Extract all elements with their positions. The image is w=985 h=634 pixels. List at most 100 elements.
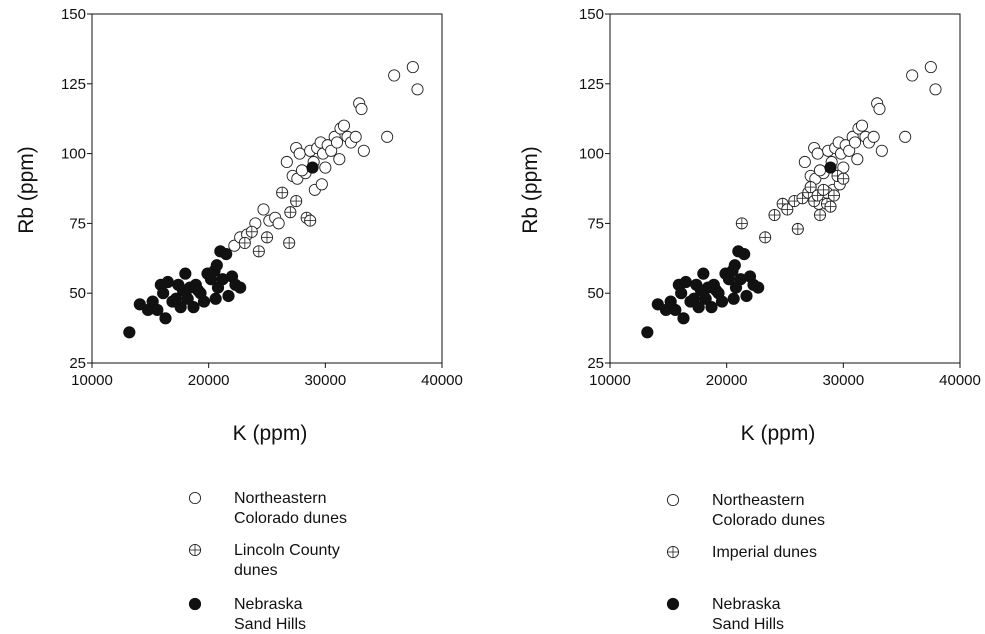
x-tick-label: 30000 xyxy=(822,372,864,389)
y-axis-label: Rb (ppm) xyxy=(15,146,38,234)
marker-ring xyxy=(337,119,351,132)
y-tick-label: 150 xyxy=(61,6,86,23)
data-point xyxy=(306,161,319,174)
y-tick-label: 25 xyxy=(587,355,604,372)
y-tick-label: 125 xyxy=(579,76,604,93)
x-tick-label: 20000 xyxy=(188,372,230,389)
legend-label: dunes xyxy=(234,562,278,579)
data-point xyxy=(791,222,804,236)
data-point xyxy=(411,83,424,96)
data-point xyxy=(837,172,850,185)
data-point xyxy=(899,130,912,143)
legend-marker xyxy=(188,491,202,505)
marker-ring xyxy=(330,136,344,149)
marker-ring xyxy=(355,102,368,115)
marker-dot xyxy=(752,281,765,294)
data-point xyxy=(238,236,251,249)
marker-ring xyxy=(851,153,864,166)
marker-ring xyxy=(272,217,285,230)
marker-dot xyxy=(669,303,682,317)
data-point xyxy=(824,200,837,213)
legend-marker xyxy=(666,493,680,507)
data-point xyxy=(738,248,751,261)
data-point xyxy=(315,178,328,191)
data-point xyxy=(157,287,170,300)
x-axis-label: K (ppm) xyxy=(741,422,816,445)
marker-ring xyxy=(257,203,270,216)
legend-label: Colorado dunes xyxy=(234,510,347,527)
legend-label: Sand Hills xyxy=(234,616,306,633)
data-point xyxy=(855,119,869,132)
marker-dot xyxy=(675,287,688,300)
data-point xyxy=(798,155,811,169)
legend: Northeastern Colorado dunes Lincoln County… xyxy=(188,490,347,633)
data-point xyxy=(222,289,235,303)
y-tick-label: 100 xyxy=(61,146,86,163)
y-tick-label: 50 xyxy=(587,285,604,302)
marker-dot xyxy=(692,301,705,314)
marker-ring xyxy=(855,119,869,132)
data-point xyxy=(781,203,794,216)
data-point xyxy=(260,231,274,244)
data-point xyxy=(159,312,172,325)
data-point xyxy=(252,245,265,258)
data-point xyxy=(179,267,192,280)
data-point xyxy=(357,144,370,157)
x-tick-label: 40000 xyxy=(939,372,981,389)
data-point xyxy=(295,164,309,177)
marker-ring xyxy=(811,147,824,160)
scatter-panel-1: 25 50 75 100 125 150 10000 20000 30000 40000 K (pp… xyxy=(15,6,463,633)
marker-ring xyxy=(813,164,827,177)
legend-marker xyxy=(188,597,202,611)
data-point xyxy=(197,295,211,308)
data-point xyxy=(234,281,247,294)
y-tick-label: 100 xyxy=(579,146,604,163)
y-tick-label: 150 xyxy=(579,6,604,23)
data-point xyxy=(388,69,401,82)
marker-ring xyxy=(411,83,424,96)
legend-label: Sand Hills xyxy=(712,616,784,633)
data-point xyxy=(843,144,856,157)
marker-ring xyxy=(666,493,680,507)
data-point xyxy=(276,186,289,199)
data-point xyxy=(875,144,888,157)
data-point xyxy=(123,326,136,339)
y-axis-label: Rb (ppm) xyxy=(519,146,542,234)
data-point xyxy=(752,281,765,294)
marker-dot xyxy=(679,275,692,289)
marker-ring xyxy=(349,130,362,143)
legend-label: Nebraska xyxy=(712,596,781,613)
marker-ring xyxy=(388,69,401,82)
data-point xyxy=(220,248,233,261)
data-point xyxy=(349,130,362,143)
data-point xyxy=(740,289,753,303)
marker-dot xyxy=(740,289,753,303)
marker-ring xyxy=(188,491,202,505)
legend-label: Lincoln County xyxy=(234,542,340,559)
marker-ring xyxy=(843,144,856,157)
marker-ring xyxy=(319,161,332,174)
data-point xyxy=(873,102,886,115)
data-point xyxy=(151,303,164,317)
marker-dot xyxy=(220,248,233,261)
marker-ring xyxy=(325,144,338,157)
marker-ring xyxy=(295,164,309,177)
data-point xyxy=(290,195,303,208)
x-tick-label: 40000 xyxy=(421,372,463,389)
data-point xyxy=(675,287,688,300)
x-tick-label: 10000 xyxy=(71,372,113,389)
marker-dot xyxy=(728,259,741,272)
y-tick-label: 125 xyxy=(61,76,86,93)
marker-ring xyxy=(899,130,912,143)
y-tick-label: 25 xyxy=(69,355,86,372)
legend-label: Nebraska xyxy=(234,596,303,613)
marker-ring xyxy=(867,130,880,143)
data-point xyxy=(692,301,705,314)
marker-dot xyxy=(209,292,222,305)
marker-ring xyxy=(906,69,919,82)
data-point xyxy=(293,147,306,160)
data-point xyxy=(161,275,174,289)
marker-ring xyxy=(315,178,328,191)
marker-dot xyxy=(222,289,235,303)
legend-marker xyxy=(666,597,680,611)
